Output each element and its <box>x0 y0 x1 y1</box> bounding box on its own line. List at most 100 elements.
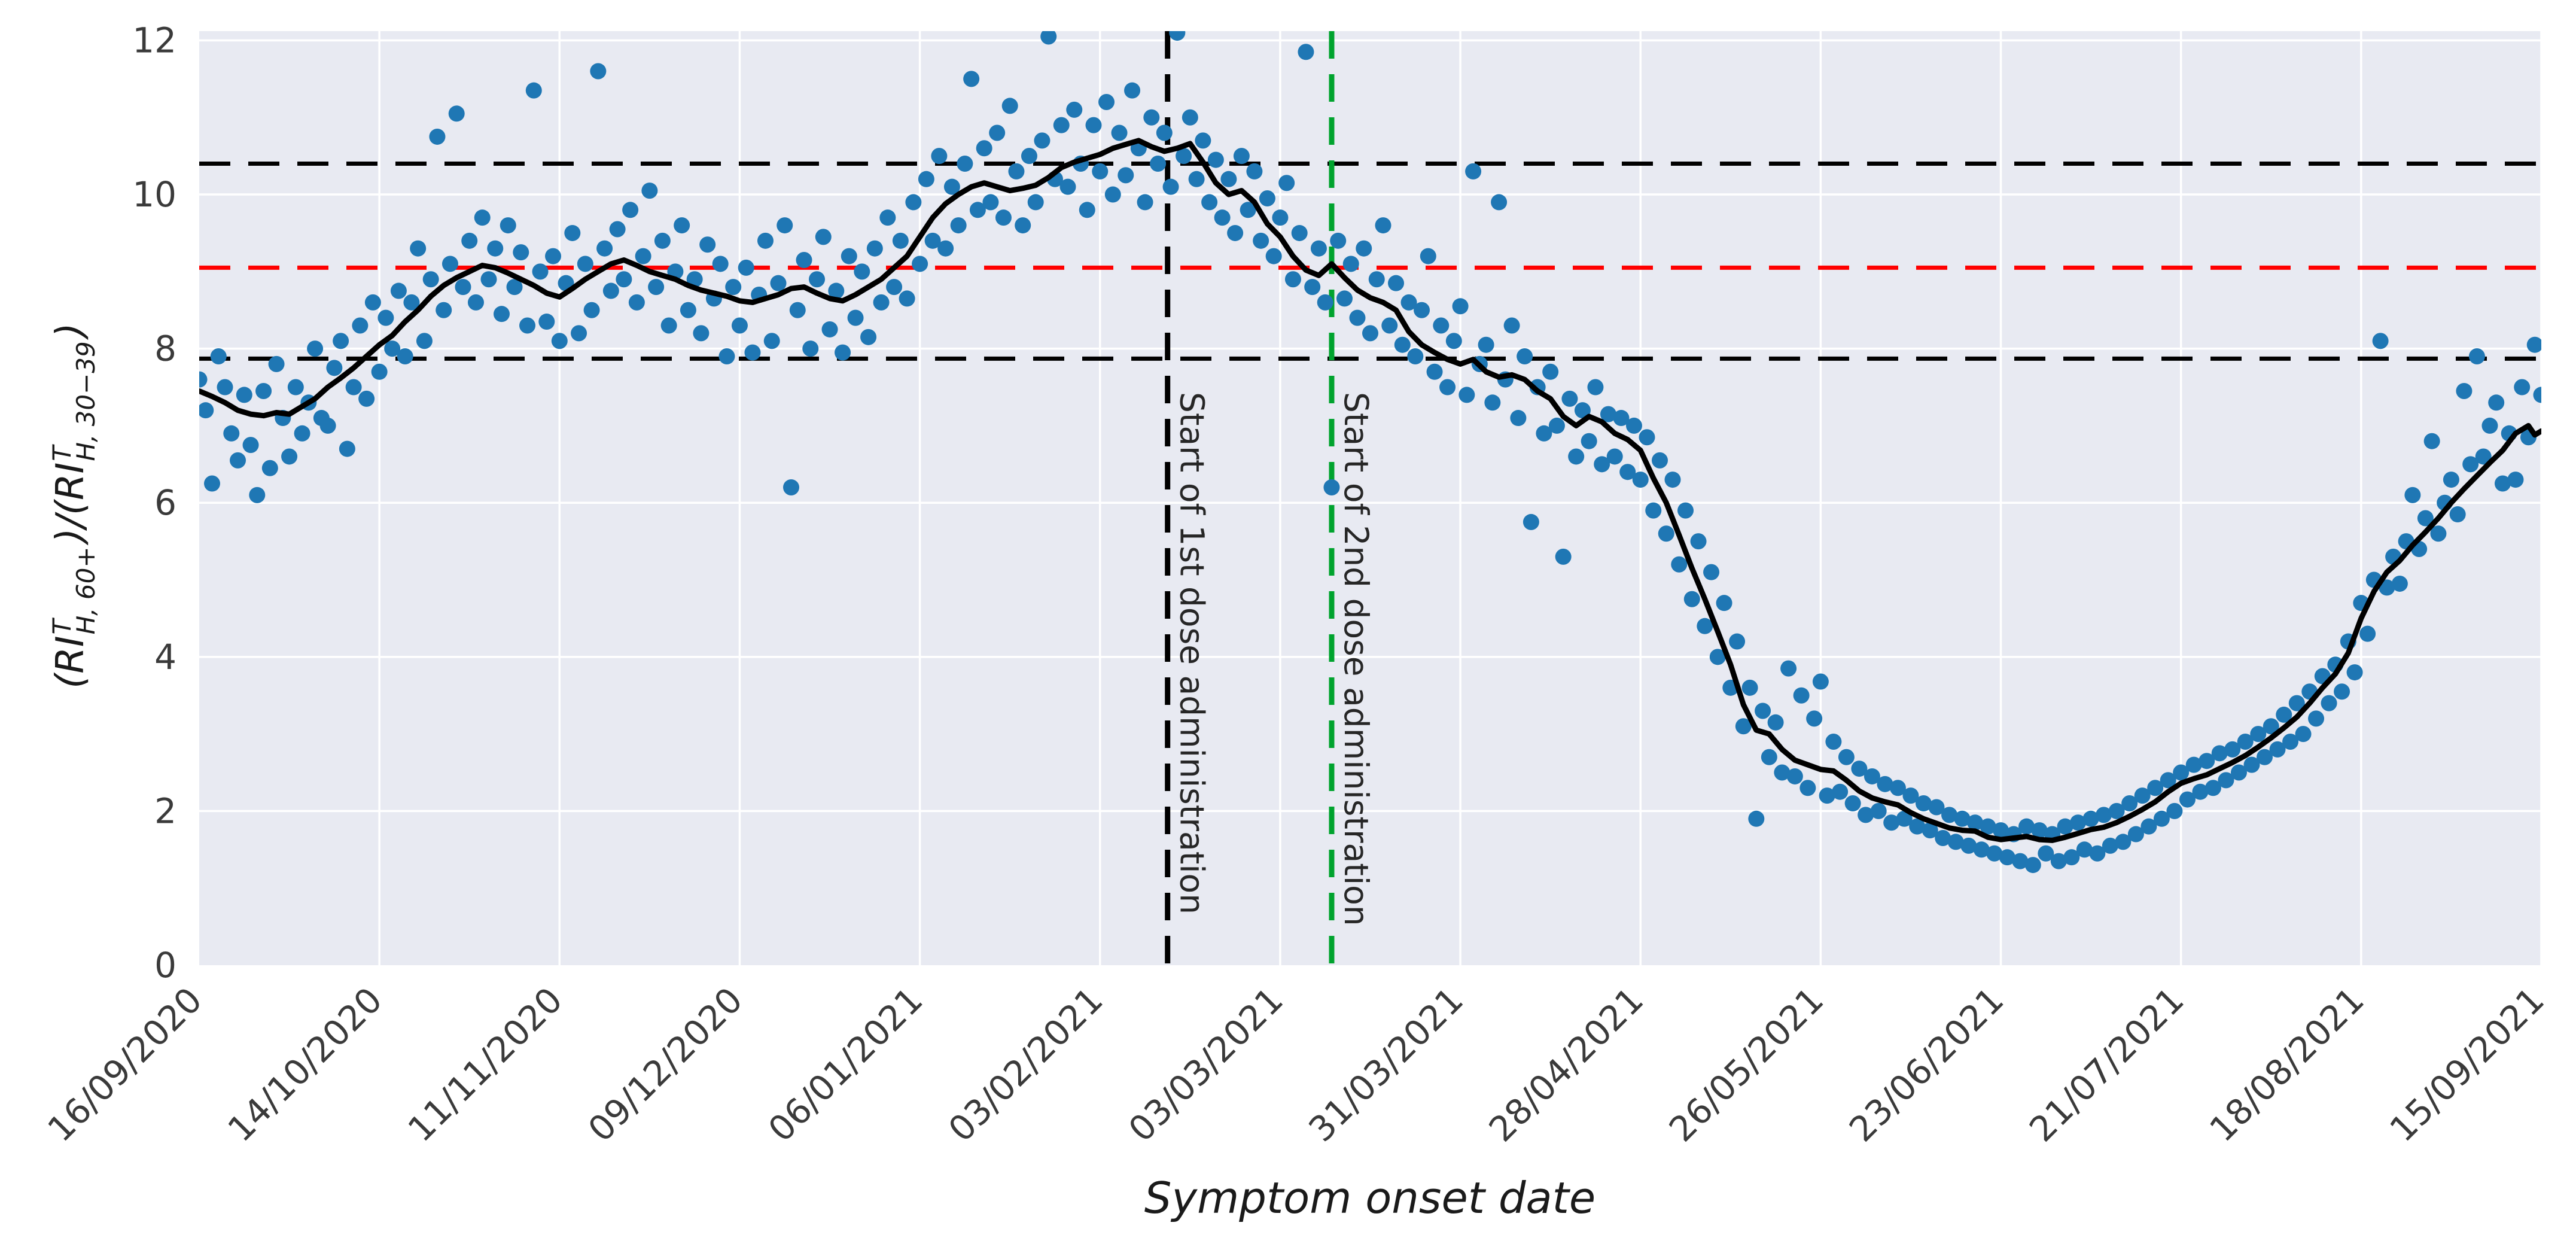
scatter-point <box>2224 741 2241 758</box>
scatter-point <box>1889 780 1906 796</box>
y-tick-label: 10 <box>132 174 176 215</box>
scatter-point <box>854 263 870 280</box>
scatter-point <box>352 317 369 334</box>
scatter-point <box>2359 625 2376 642</box>
scatter-point <box>1375 217 1391 234</box>
scatter-point <box>2257 749 2273 765</box>
scatter-point <box>924 232 941 249</box>
scatter-point <box>1812 673 1829 690</box>
scatter-point <box>1844 795 1861 812</box>
scatter-point <box>1034 132 1051 149</box>
scatter-point <box>441 256 458 272</box>
scatter-point <box>912 256 928 272</box>
scatter-point <box>648 279 665 296</box>
scatter-point <box>1284 271 1301 288</box>
scatter-point <box>1703 564 1720 580</box>
x-tick-label: 09/12/2020 <box>580 980 750 1149</box>
event-vline-label-2: Start of 2nd dose administration <box>1337 392 1375 926</box>
scatter-point <box>1092 163 1109 180</box>
scatter-point <box>1645 502 1662 519</box>
scatter-point <box>609 221 626 238</box>
scatter-point <box>2288 695 2305 711</box>
scatter-point <box>1838 749 1855 765</box>
scatter-point <box>596 240 613 257</box>
scatter-point <box>763 333 780 349</box>
y-label-subsup-1: T H, 60+ <box>47 546 101 635</box>
scatter-point <box>1433 317 1450 334</box>
y-axis-label: (RI T H, 60+)/(RI T H, 30−39) <box>47 323 101 688</box>
scatter-point <box>2192 783 2209 800</box>
scatter-point <box>602 282 619 299</box>
scatter-point <box>1008 163 1025 180</box>
scatter-point <box>2282 733 2299 750</box>
scatter-point <box>873 294 890 311</box>
y-label-subsup-2: T H, 30−39 <box>47 341 101 461</box>
scatter-point <box>1272 209 1289 226</box>
scatter-point <box>1986 845 2003 862</box>
scatter-point <box>1098 93 1115 110</box>
scatter-point <box>1104 186 1121 203</box>
scatter-point <box>480 271 497 288</box>
scatter-point <box>1021 148 1037 165</box>
scatter-point <box>1561 390 1578 407</box>
scatter-point <box>1426 363 1443 380</box>
scatter-point <box>1407 348 1424 365</box>
scatter-point <box>2526 336 2541 353</box>
scatter-point <box>1935 829 1951 846</box>
scatter-point <box>1993 822 2009 839</box>
scatter-point <box>731 317 748 334</box>
scatter-point <box>1683 591 1700 607</box>
scatter-point <box>1240 202 1256 218</box>
scatter-point <box>1909 818 1926 835</box>
scatter-point <box>1625 417 1642 434</box>
scatter-point <box>532 263 549 280</box>
scatter-point <box>686 271 703 288</box>
scatter-point <box>1349 309 1366 326</box>
y-tick-label: 12 <box>132 20 176 60</box>
scatter-point <box>1001 98 1018 114</box>
scatter-point <box>1356 240 1372 257</box>
scatter-point <box>828 282 845 299</box>
scatter-point <box>1819 787 1835 804</box>
scatter-point <box>1619 464 1636 480</box>
scatter-point <box>2295 726 2312 743</box>
scatter-point <box>1510 410 1527 427</box>
scatter-point <box>500 217 516 234</box>
scatter-point <box>1503 317 1520 334</box>
scatter-point <box>1741 679 1758 696</box>
scatter-point <box>1253 232 1269 249</box>
scatter-point <box>1201 194 1218 211</box>
scatter-point <box>1394 336 1411 353</box>
scatter-point <box>1632 472 1649 488</box>
scatter-point <box>2179 791 2196 808</box>
scatter-point <box>622 202 639 218</box>
scatter-point <box>2404 486 2421 503</box>
scatter-point <box>551 333 568 349</box>
scatter-point <box>249 486 266 503</box>
scatter-point <box>1484 394 1501 411</box>
scatter-point <box>1780 660 1797 677</box>
scatter-point <box>199 402 214 419</box>
scatter-point <box>1388 275 1405 291</box>
scatter-point <box>777 217 793 234</box>
scatter-point <box>1568 448 1585 465</box>
x-tick-label: 11/11/2020 <box>400 980 570 1149</box>
y-tick-label: 0 <box>154 945 176 986</box>
scatter-point <box>230 452 246 469</box>
scatter-point <box>892 232 909 249</box>
scatter-point <box>1265 248 1282 264</box>
scatter-point <box>1368 271 1385 288</box>
scatter-point <box>1973 841 1990 858</box>
scatter-point <box>1883 814 1900 831</box>
scatter-point <box>590 63 607 80</box>
scatter-point <box>287 379 304 396</box>
scatter-point <box>699 236 716 253</box>
scatter-point <box>1227 224 1244 241</box>
scatter-point <box>2108 802 2125 819</box>
y-label-mid: )/(RI <box>48 462 93 543</box>
scatter-point <box>1458 387 1475 403</box>
scatter-point <box>1188 171 1205 187</box>
scatter-point <box>1999 849 2015 866</box>
scatter-point <box>2372 333 2389 349</box>
